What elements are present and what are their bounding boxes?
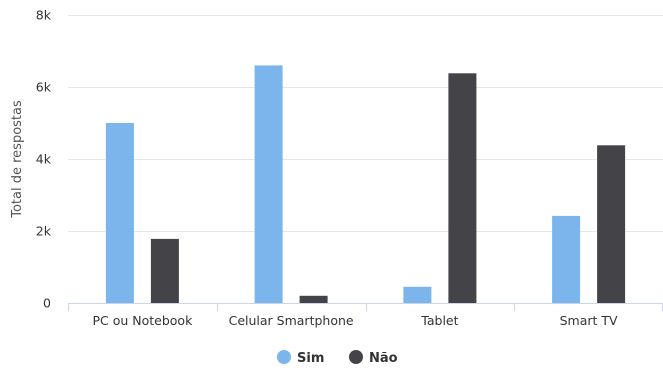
y-tick-label: 8k bbox=[36, 8, 52, 23]
category-label: Tablet bbox=[420, 313, 458, 328]
x-axis-tick-marks bbox=[68, 303, 663, 311]
legend-item-n-o[interactable]: Não bbox=[349, 350, 398, 366]
bar-n-o-3 bbox=[597, 145, 626, 303]
legend-marker bbox=[349, 350, 363, 364]
y-axis-title: Total de respostas bbox=[10, 100, 25, 219]
category-label: Smart TV bbox=[560, 313, 618, 328]
y-tick-label: 6k bbox=[36, 80, 52, 95]
y-tick-label: 2k bbox=[36, 224, 52, 239]
bar-sim-3 bbox=[552, 215, 581, 303]
y-tick-label: 0 bbox=[43, 296, 51, 311]
bar-n-o-0 bbox=[150, 238, 179, 303]
y-tick-label: 4k bbox=[36, 152, 52, 167]
bar-sim-2 bbox=[403, 286, 432, 303]
gridlines bbox=[68, 15, 663, 232]
category-label: PC ou Notebook bbox=[92, 313, 193, 328]
bar-n-o-1 bbox=[299, 295, 328, 303]
bar-n-o-2 bbox=[448, 73, 477, 303]
bar-sim-1 bbox=[254, 65, 283, 304]
category-label: Celular Smartphone bbox=[229, 313, 354, 328]
bars bbox=[105, 65, 626, 304]
legend-marker bbox=[277, 350, 291, 364]
legend-label: Não bbox=[369, 351, 398, 366]
legend-item-sim[interactable]: Sim bbox=[277, 350, 324, 366]
legend: Sim Não bbox=[277, 350, 398, 366]
x-axis-category-labels: PC ou Notebook Celular Smartphone Tablet Sm… bbox=[92, 313, 618, 328]
legend-label: Sim bbox=[297, 351, 324, 366]
bar-sim-0 bbox=[105, 123, 134, 303]
y-axis-tick-labels: 0 2k 4k 6k 8k bbox=[36, 8, 52, 311]
